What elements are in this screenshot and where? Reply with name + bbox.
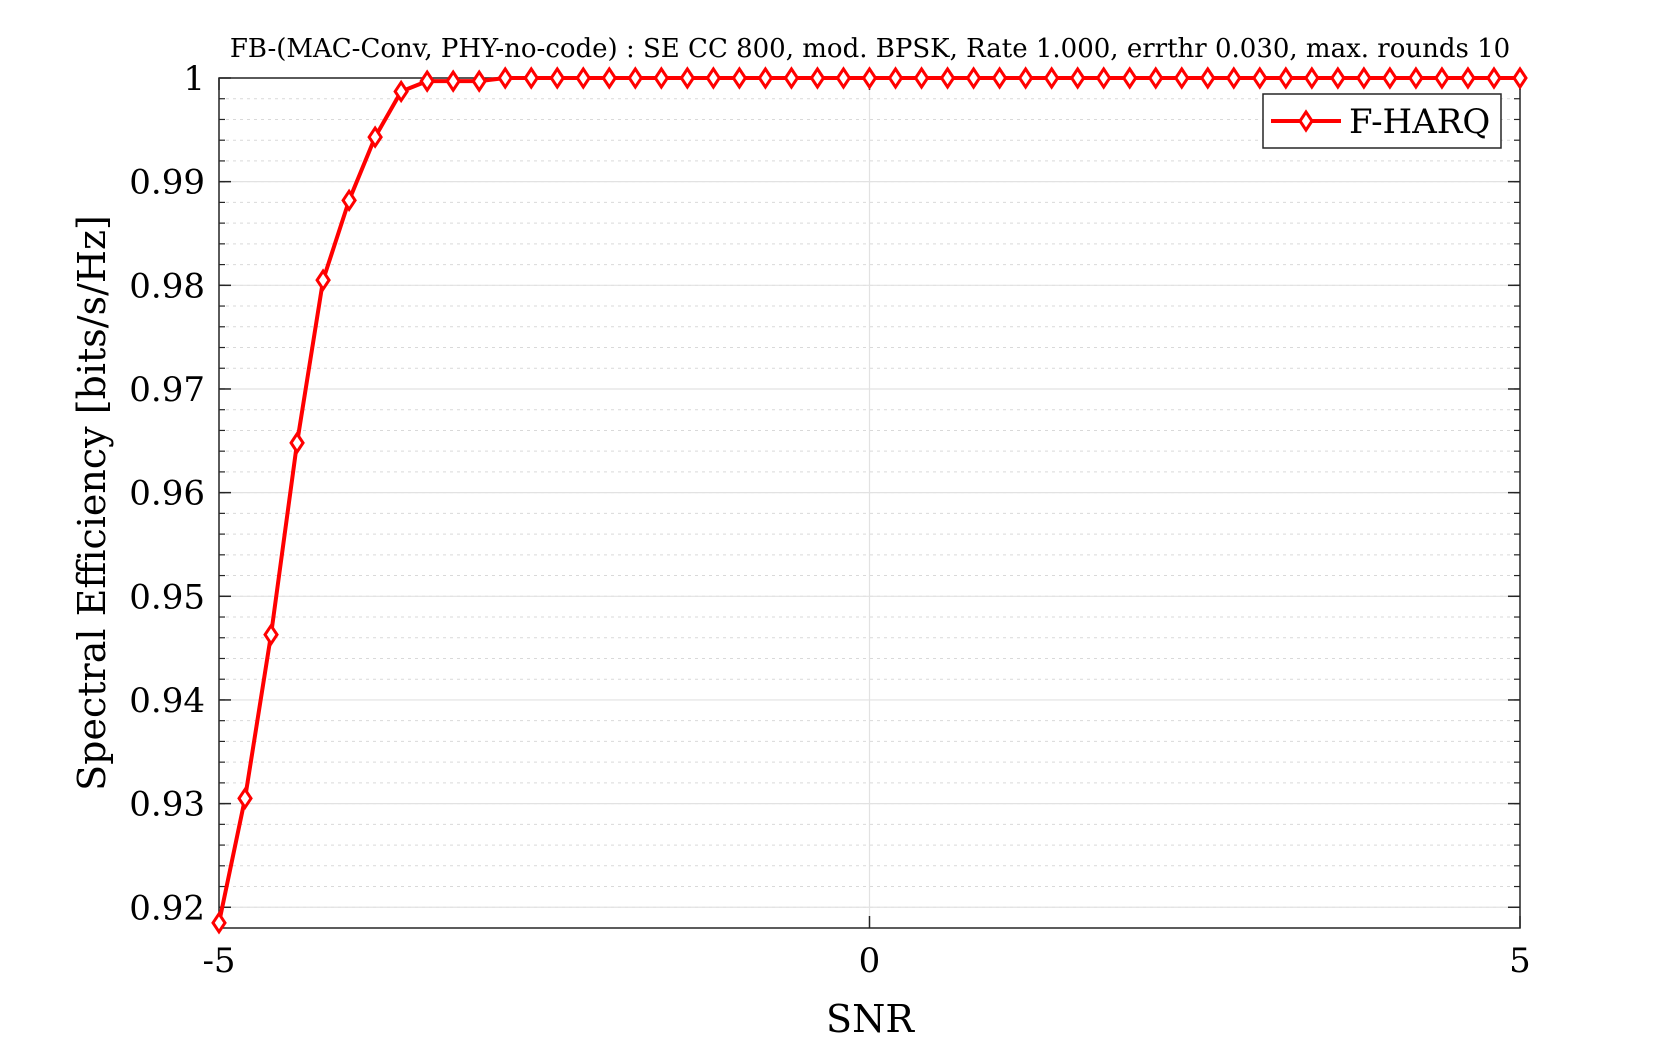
data-point-diamond <box>1069 66 1086 90</box>
data-point-diamond <box>341 188 357 213</box>
data-point-diamond <box>1408 66 1424 90</box>
data-point-diamond <box>1017 66 1034 90</box>
chart-title: FB-(MAC-Conv, PHY-no-code) : SE CC 800, … <box>230 34 1510 64</box>
data-point-diamond <box>1460 66 1476 90</box>
data-point-diamond <box>757 66 774 90</box>
y-tick-label: 0.92 <box>129 888 205 928</box>
data-point-diamond <box>835 66 852 90</box>
series-layer <box>211 66 1528 935</box>
x-axis-label: SNR <box>826 997 915 1041</box>
data-point-diamond <box>1121 66 1138 90</box>
y-tick-label: 0.96 <box>129 474 205 514</box>
data-point-diamond <box>939 66 956 90</box>
data-point-diamond <box>1382 66 1398 90</box>
x-tick-label: 5 <box>1509 941 1531 981</box>
data-point-diamond <box>1043 66 1060 90</box>
legend-entry-label: F-HARQ <box>1349 102 1490 142</box>
data-point-diamond <box>523 66 540 90</box>
y-tick-label: 0.93 <box>129 785 205 825</box>
legend: F-HARQ <box>1262 93 1502 149</box>
data-point-diamond <box>965 66 982 90</box>
data-point-diamond <box>1225 66 1242 90</box>
data-point-diamond <box>1330 66 1346 90</box>
data-point-diamond <box>471 69 488 93</box>
data-point-diamond <box>419 69 435 93</box>
y-tick-label: 0.99 <box>129 163 205 203</box>
data-point-diamond <box>1251 66 1268 90</box>
data-point-diamond <box>393 79 409 104</box>
data-point-diamond <box>263 622 279 647</box>
data-point-diamond <box>315 268 331 292</box>
legend-diamond-marker-icon <box>1298 109 1314 133</box>
data-point-diamond <box>1278 66 1294 90</box>
data-point-diamond <box>497 66 514 90</box>
data-point-diamond <box>367 125 383 149</box>
data-point-diamond <box>913 66 930 90</box>
y-tick-label: 0.95 <box>129 577 205 617</box>
data-point-diamond <box>1356 66 1372 90</box>
data-point-diamond <box>1434 66 1450 90</box>
data-point-diamond <box>237 786 253 811</box>
x-tick-label: 0 <box>859 941 881 981</box>
data-point-diamond <box>1199 66 1216 90</box>
data-point-diamond <box>575 66 592 90</box>
data-point-diamond <box>653 66 670 90</box>
data-point-diamond <box>1095 66 1112 90</box>
data-point-diamond <box>627 66 644 90</box>
data-point-diamond <box>1173 66 1190 90</box>
data-point-diamond <box>783 66 800 90</box>
data-point-diamond <box>731 66 748 90</box>
data-point-diamond <box>809 66 826 90</box>
data-point-diamond <box>289 431 305 455</box>
y-tick-label: 0.97 <box>129 370 205 410</box>
y-tick-label: 0.94 <box>129 681 205 721</box>
data-point-diamond <box>887 66 904 90</box>
data-point-diamond <box>861 66 878 90</box>
y-tick-label: 1 <box>183 59 205 99</box>
data-point-diamond <box>549 66 566 90</box>
tick-labels: 0.92 0.93 0.94 0.95 0.96 0.97 0.98 0.99 1 -5 0 5 <box>129 59 1531 981</box>
data-point-diamond <box>1304 66 1320 90</box>
data-point-diamond <box>1512 66 1528 90</box>
data-point-diamond <box>679 66 696 90</box>
data-point-diamond <box>705 66 722 90</box>
data-point-diamond <box>1486 66 1502 90</box>
data-point-diamond <box>991 66 1008 90</box>
y-axis-label: Spectral Efficiency [bits/s/Hz] <box>70 215 114 791</box>
data-point-diamond <box>1147 66 1164 90</box>
data-point-diamond <box>601 66 618 90</box>
data-point-diamond <box>445 69 461 93</box>
y-tick-label: 0.98 <box>129 266 205 306</box>
x-tick-label: -5 <box>202 941 235 981</box>
data-point-diamond <box>211 911 227 935</box>
